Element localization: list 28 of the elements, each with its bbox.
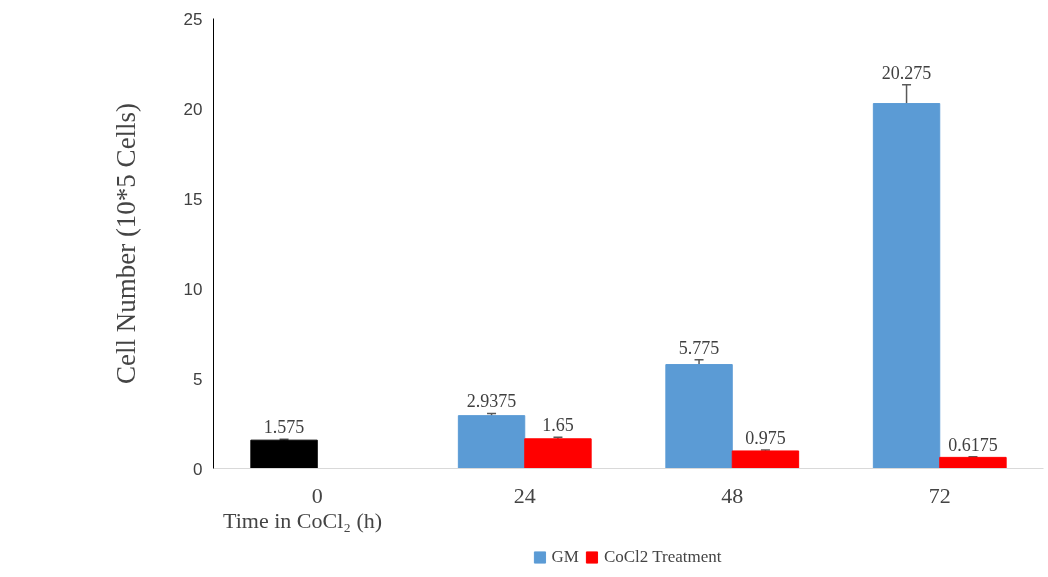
y-axis-title: Cell Number (10*5 Cells)	[110, 102, 141, 385]
bar	[457, 415, 526, 469]
x-tick-label: 48	[721, 482, 744, 508]
bar	[524, 438, 592, 469]
data-label: 1.65	[542, 415, 574, 436]
bar	[665, 364, 733, 469]
y-tick-label: 5	[193, 369, 203, 389]
data-label: 1.575	[263, 417, 305, 438]
data-label: 0.6175	[948, 434, 998, 455]
bar	[939, 456, 1007, 469]
bar	[731, 450, 800, 469]
bar	[872, 103, 941, 469]
y-tick-label: 20	[183, 99, 203, 119]
data-label: 0.975	[745, 428, 786, 449]
y-tick-label: 15	[183, 189, 203, 209]
data-label: 2.9375	[466, 391, 517, 412]
y-tick-label: 10	[183, 279, 203, 299]
legend-label: GM	[551, 547, 579, 567]
x-tick-label: 24	[513, 482, 536, 508]
data-label: 5.775	[678, 337, 720, 358]
legend-label: CoCl2 Treatment	[603, 547, 722, 567]
x-tick-label: 72	[928, 482, 951, 508]
y-tick-label: 25	[183, 9, 203, 29]
bar	[250, 439, 318, 469]
x-axis-title: Time in CoCl₂ (h)	[223, 507, 383, 533]
data-label: 20.275	[881, 62, 932, 83]
y-tick-label: 0	[193, 459, 203, 479]
x-tick-label: 0	[311, 482, 323, 508]
